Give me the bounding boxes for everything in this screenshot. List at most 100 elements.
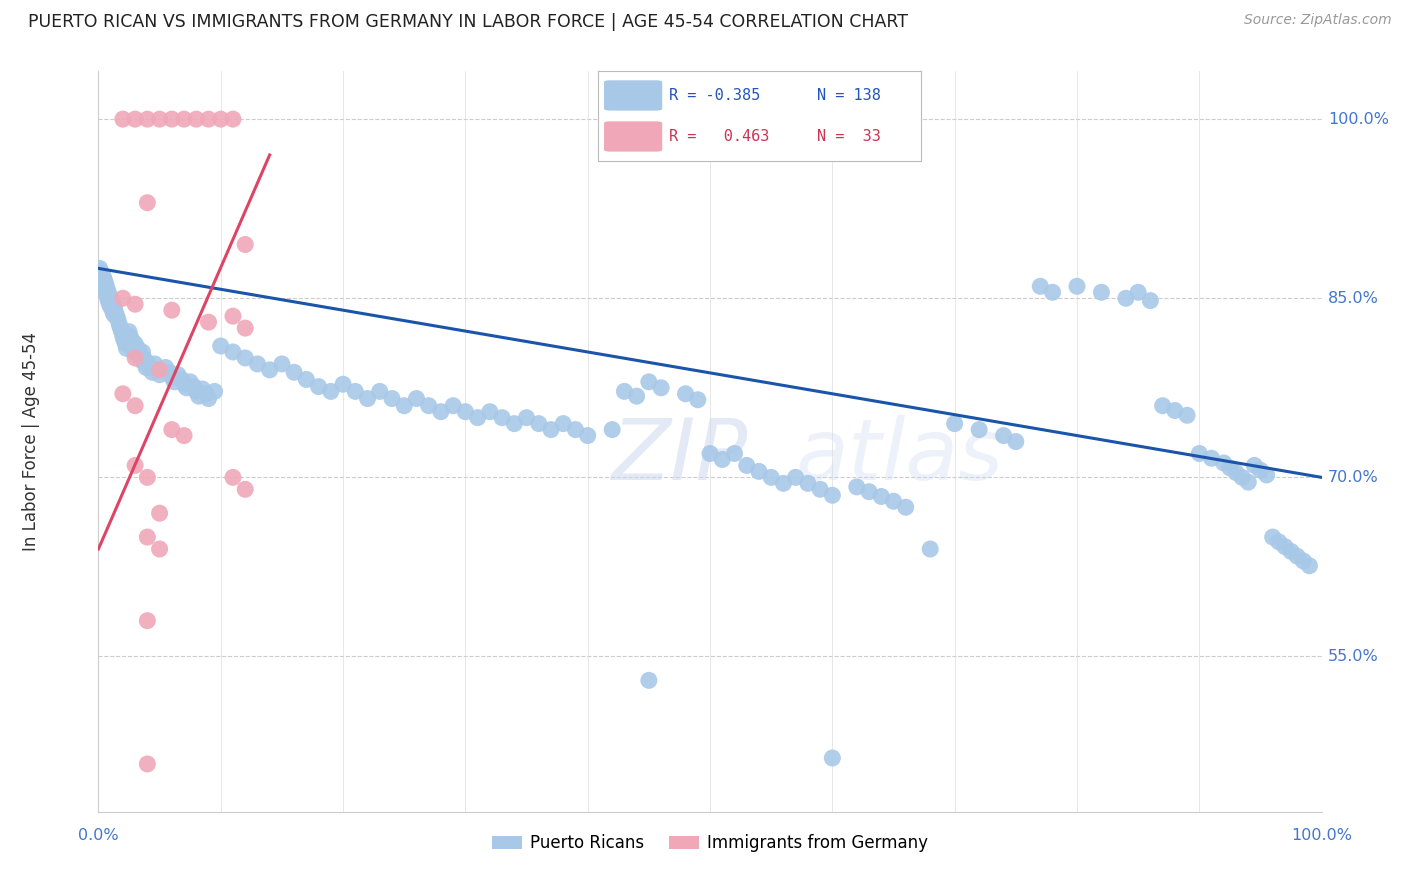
Point bbox=[1212, 456, 1234, 470]
Point bbox=[183, 379, 205, 393]
Point bbox=[149, 368, 172, 382]
Point bbox=[157, 365, 180, 379]
Point bbox=[1249, 463, 1271, 477]
Point bbox=[160, 303, 183, 318]
Point bbox=[392, 399, 416, 413]
Point bbox=[1286, 549, 1309, 564]
Point bbox=[222, 309, 245, 323]
Point bbox=[368, 384, 391, 399]
Point bbox=[233, 321, 256, 335]
Point bbox=[111, 291, 134, 305]
Point bbox=[110, 321, 132, 335]
Point bbox=[179, 375, 201, 389]
Point bbox=[1029, 279, 1052, 293]
Point bbox=[222, 345, 245, 359]
Point bbox=[405, 392, 427, 406]
Point bbox=[97, 285, 120, 300]
Point bbox=[515, 410, 537, 425]
Point bbox=[146, 363, 169, 377]
Point bbox=[197, 392, 219, 406]
Point bbox=[100, 291, 122, 305]
Point bbox=[1201, 451, 1223, 466]
Point bbox=[675, 386, 697, 401]
Point bbox=[637, 375, 661, 389]
Point bbox=[93, 273, 115, 287]
Point bbox=[187, 389, 209, 403]
Point bbox=[858, 484, 880, 499]
Point bbox=[1279, 544, 1302, 558]
Point bbox=[191, 382, 214, 396]
Point bbox=[613, 384, 636, 399]
Point bbox=[1115, 291, 1137, 305]
Point bbox=[1298, 558, 1320, 573]
Point bbox=[173, 112, 195, 127]
Point bbox=[136, 470, 159, 484]
Text: N =  33: N = 33 bbox=[817, 129, 882, 144]
Text: In Labor Force | Age 45-54: In Labor Force | Age 45-54 bbox=[22, 332, 41, 551]
Point bbox=[143, 357, 166, 371]
Point bbox=[1237, 475, 1260, 490]
Point bbox=[149, 363, 172, 377]
Point bbox=[845, 480, 868, 494]
Text: R =   0.463: R = 0.463 bbox=[669, 129, 769, 144]
Point bbox=[600, 423, 623, 437]
Point bbox=[98, 297, 121, 311]
Point bbox=[149, 506, 172, 520]
Point bbox=[118, 325, 141, 339]
Text: R = -0.385: R = -0.385 bbox=[669, 88, 761, 103]
Point bbox=[93, 282, 115, 296]
Point bbox=[136, 530, 159, 544]
Point bbox=[120, 329, 142, 343]
Point bbox=[90, 265, 112, 279]
Point bbox=[111, 112, 134, 127]
Point bbox=[94, 285, 117, 300]
Point bbox=[735, 458, 758, 473]
Point bbox=[553, 417, 575, 431]
Point bbox=[920, 541, 942, 556]
Point bbox=[160, 423, 183, 437]
Point bbox=[209, 339, 232, 353]
Point bbox=[97, 293, 120, 308]
Point bbox=[124, 399, 146, 413]
Point bbox=[1090, 285, 1112, 300]
Point bbox=[160, 370, 183, 384]
Point bbox=[1139, 293, 1161, 308]
Point bbox=[209, 112, 232, 127]
Point bbox=[124, 458, 146, 473]
Point bbox=[441, 399, 464, 413]
Point bbox=[136, 195, 159, 210]
Point bbox=[1066, 279, 1088, 293]
Point bbox=[96, 289, 118, 303]
Point bbox=[149, 112, 172, 127]
Point bbox=[1188, 446, 1211, 460]
Point bbox=[176, 381, 198, 395]
Point bbox=[821, 751, 844, 765]
Point bbox=[111, 325, 134, 339]
Point bbox=[821, 488, 844, 502]
Point bbox=[894, 500, 917, 515]
Point bbox=[870, 490, 893, 504]
Point bbox=[129, 349, 152, 363]
Point bbox=[761, 470, 783, 484]
Point bbox=[1243, 458, 1265, 473]
Text: PUERTO RICAN VS IMMIGRANTS FROM GERMANY IN LABOR FORCE | AGE 45-54 CORRELATION C: PUERTO RICAN VS IMMIGRANTS FROM GERMANY … bbox=[28, 13, 908, 31]
Point bbox=[90, 269, 112, 284]
Point bbox=[1042, 285, 1064, 300]
Point bbox=[723, 446, 745, 460]
Point bbox=[103, 308, 125, 322]
Text: 55.0%: 55.0% bbox=[1327, 649, 1378, 664]
Point bbox=[308, 379, 330, 393]
Point bbox=[540, 423, 562, 437]
Point bbox=[134, 356, 156, 370]
Point bbox=[128, 345, 150, 359]
Point bbox=[89, 261, 111, 276]
Point bbox=[430, 405, 453, 419]
Point bbox=[246, 357, 269, 371]
Point bbox=[478, 405, 501, 419]
Text: ZIP: ZIP bbox=[612, 415, 748, 498]
Point bbox=[170, 372, 193, 386]
Point bbox=[94, 277, 117, 291]
Point bbox=[564, 423, 586, 437]
Point bbox=[91, 277, 114, 291]
Point bbox=[120, 333, 142, 347]
